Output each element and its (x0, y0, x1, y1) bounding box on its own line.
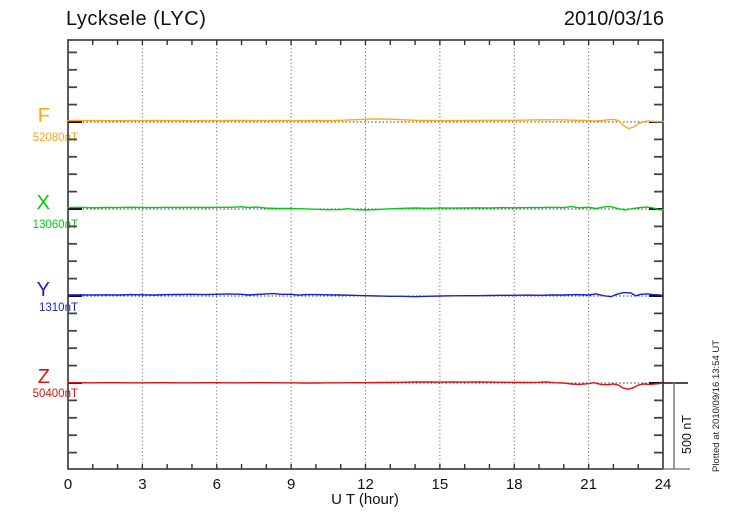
x-tick-label: 18 (506, 476, 523, 493)
trace-label-y: Y (36, 279, 50, 301)
plotted-timestamp-note: Plotted at 2010/09/16 13:54 UT (711, 339, 722, 472)
trace-y (67, 291, 664, 298)
trace-label-x: X (36, 192, 50, 214)
trace-z (67, 381, 664, 390)
x-axis-title: U T (hour) (331, 491, 399, 508)
trace-x (67, 205, 664, 211)
trace-baseline-z: 50400nT (32, 388, 78, 400)
x-tick-label: 24 (655, 476, 672, 493)
x-tick-label: 21 (580, 476, 597, 493)
scalebar-label: 500 nT (680, 415, 694, 454)
trace-baseline-x: 13060nT (32, 219, 78, 231)
x-tick-label: 3 (138, 476, 146, 493)
x-tick-label: 0 (64, 476, 72, 493)
station-title: Lycksele (LYC) (66, 8, 207, 30)
x-tick-label: 15 (432, 476, 449, 493)
trace-baseline-f: 52080nT (32, 132, 78, 144)
trace-baseline-y: 1310nT (38, 302, 78, 314)
trace-label-z: Z (37, 366, 50, 388)
x-tick-label: 12 (357, 476, 374, 493)
x-tick-label: 6 (213, 476, 221, 493)
x-tick-label: 9 (287, 476, 295, 493)
plot-date: 2010/03/16 (563, 8, 664, 30)
trace-label-f: F (37, 105, 50, 127)
trace-f (67, 118, 664, 130)
